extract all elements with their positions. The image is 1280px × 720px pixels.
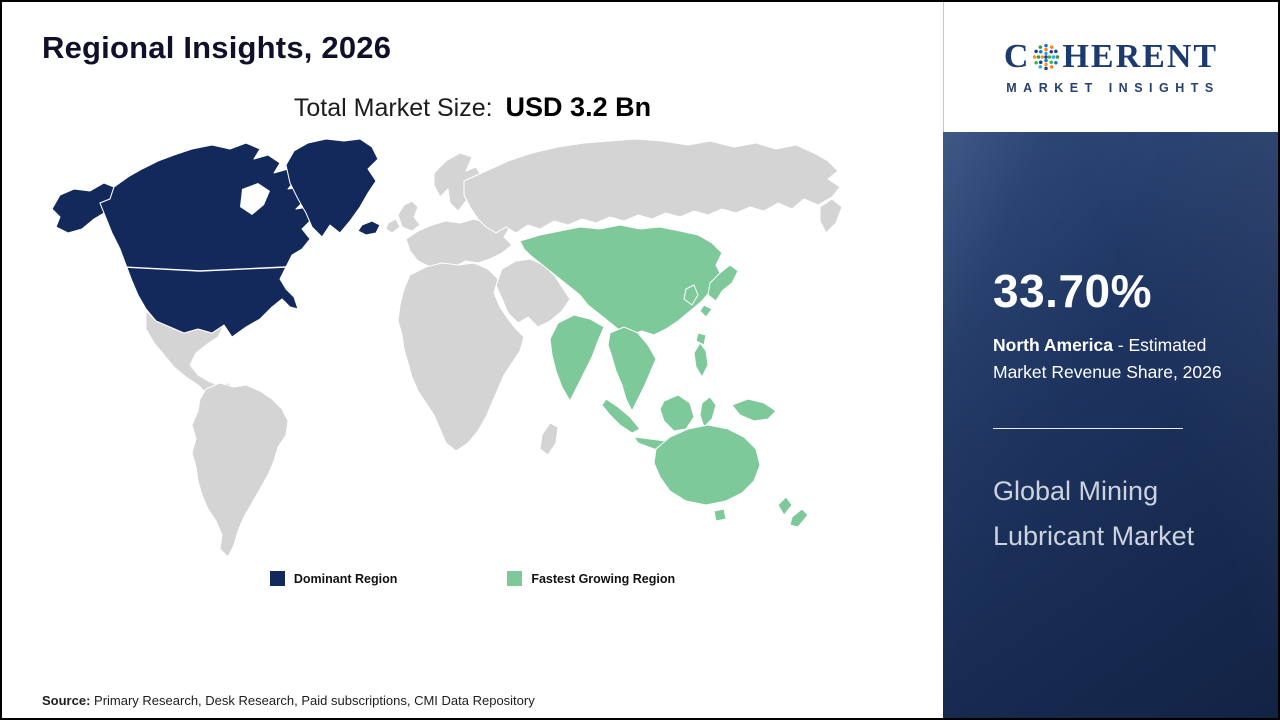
market-name: Global Mining Lubricant Market (993, 476, 1195, 551)
legend-label-dominant: Dominant Region (293, 571, 398, 586)
source-text: Primary Research, Desk Research, Paid su… (90, 693, 535, 708)
share-desc-text: - Estimated Market Revenue Share, 2026 (993, 335, 1222, 383)
divider-line (993, 428, 1183, 430)
share-description: North America - Estimated Market Revenue… (993, 332, 1231, 386)
page-title: Regional Insights, 2026 (42, 30, 392, 65)
share-region: North America (993, 335, 1113, 355)
brand-wordmark: C HERENT (1003, 37, 1219, 75)
legend-label-fastest-growing: Fastest Growing Region (531, 571, 676, 586)
main-content: Regional Insights, 2026 Total Market Siz… (2, 2, 943, 718)
map-region-other (145, 138, 843, 558)
legend-swatch-fastest-growing-icon (507, 571, 523, 586)
source-label: Source: (42, 693, 91, 708)
subtitle-value: USD 3.2 Bn (505, 92, 652, 122)
coherent-logo-o-icon (1033, 43, 1060, 70)
legend: Dominant Region Fastest Growing Region (2, 571, 943, 586)
world-map (51, 138, 843, 558)
brand-logo: C HERENT MARKET IN (943, 2, 1278, 132)
right-panel: C HERENT MARKET IN (943, 2, 1278, 718)
source-note: Source: Primary Research, Desk Research,… (42, 693, 535, 708)
subtitle-label: Total Market Size: (293, 94, 493, 122)
legend-swatch-dominant-icon (269, 571, 285, 586)
legend-item-dominant: Dominant Region (269, 571, 398, 586)
brand-tagline: MARKET INSIGHTS (1006, 80, 1220, 95)
stat-panel: 33.70% North America - Estimated Market … (943, 132, 1278, 718)
brand-letter-c: C (1003, 37, 1031, 75)
map-region-asia-pacific (519, 224, 809, 528)
brand-letters-rest: HERENT (1062, 37, 1219, 75)
share-value: 33.70% (993, 265, 1153, 317)
map-region-north-america (51, 138, 381, 338)
legend-item-fastest-growing: Fastest Growing Region (507, 571, 675, 586)
subtitle: Total Market Size: USD 3.2 Bn (2, 92, 943, 123)
